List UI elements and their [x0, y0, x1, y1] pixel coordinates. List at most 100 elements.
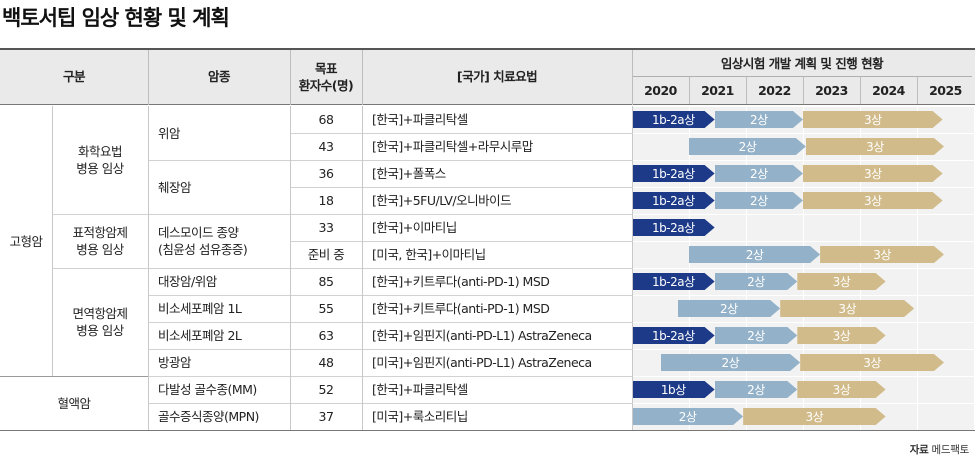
cancer-label: 비소세포폐암 2L	[158, 328, 242, 343]
year-divider	[803, 77, 804, 104]
phase-bar: 3상	[803, 192, 943, 209]
target-count: 37	[318, 409, 334, 424]
gantt-grid-cell	[918, 269, 974, 295]
therapy-label: [미국]+룩소리티닙	[372, 409, 468, 424]
year-divider	[746, 77, 747, 104]
phase-bar: 2상	[632, 408, 743, 425]
therapy-label: [한국]+파클리탁셀	[372, 112, 468, 127]
phase-bar: 3상	[797, 273, 885, 290]
page-title: 백토서팁 임상 현황 및 계획	[2, 6, 230, 30]
therapy-label: [미국]+임핀지(anti-PD-L1) AstraZeneca	[372, 355, 592, 370]
phase-bar: 1b-2a상	[632, 327, 715, 344]
cancer-label: 비소세포폐암 1L	[158, 301, 242, 316]
body-col-divider	[290, 106, 291, 430]
phase-bar: 2상	[715, 165, 803, 182]
header-col-divider	[148, 50, 149, 105]
cancer-divider	[148, 214, 290, 215]
header-col-divider	[290, 50, 291, 105]
gantt-grid-cell	[804, 215, 860, 241]
header-year: 2025	[929, 83, 962, 98]
phase-bar: 3상	[803, 111, 943, 128]
cancer-divider	[148, 295, 290, 296]
subgroup-divider	[52, 268, 148, 269]
target-count: 48	[318, 355, 334, 370]
header-plan-divider	[632, 76, 972, 77]
phase-bar: 2상	[689, 138, 806, 155]
subgroup-label: 표적항암제 병용 임상	[72, 225, 128, 257]
gantt-grid-cell	[633, 134, 689, 160]
cancer-divider	[148, 349, 290, 350]
therapy-label: [미국, 한국]+이마티닙	[372, 247, 486, 262]
gantt-grid-cell	[918, 377, 974, 403]
cancer-label: 췌장암	[158, 179, 192, 195]
row-divider	[290, 160, 632, 161]
phase-bar: 3상	[797, 327, 885, 344]
row-divider	[290, 187, 632, 188]
therapy-label: [한국]+폴폭스	[372, 166, 446, 181]
phase-bar: 3상	[803, 165, 943, 182]
gantt-grid-cell	[918, 215, 974, 241]
source-value: 메드팩토	[931, 444, 970, 456]
header-col-divider	[362, 50, 363, 105]
body-col-divider	[52, 106, 53, 376]
row-divider	[290, 403, 632, 404]
row-divider	[290, 295, 632, 296]
cancer-label: 방광암	[158, 355, 192, 370]
therapy-label: [한국]+5FU/LV/오니바이드	[372, 193, 512, 208]
therapy-label: [한국]+임핀지(anti-PD-L1) AstraZeneca	[372, 328, 592, 343]
gantt-grid-cell	[861, 215, 917, 241]
phase-bar: 2상	[715, 381, 798, 398]
phase-bar: 3상	[780, 300, 914, 317]
header-col-divider	[632, 50, 633, 105]
therapy-label: [한국]+키트루다(anti-PD-1) MSD	[372, 301, 550, 316]
phase-bar: 2상	[715, 192, 803, 209]
cancer-divider	[148, 403, 290, 404]
therapy-label: [한국]+이마티닙	[372, 220, 457, 235]
phase-bar: 2상	[661, 354, 801, 371]
target-count: 준비 중	[307, 247, 345, 262]
table-bottom-rule	[0, 430, 975, 431]
phase-bar: 1b-2a상	[632, 219, 715, 236]
cancer-label: 다발성 골수종(MM)	[158, 382, 257, 397]
gantt-grid-cell	[918, 323, 974, 349]
year-divider	[689, 77, 690, 104]
subgroup-label: 화학요법 병용 임상	[76, 144, 124, 176]
phase-bar: 2상	[715, 327, 798, 344]
row-divider	[290, 241, 632, 242]
phase-bar: 1b상	[632, 381, 715, 398]
phase-bar: 1b-2a상	[632, 111, 715, 128]
cancer-divider	[148, 268, 290, 269]
header-therapy: [국가] 치료요법	[456, 69, 538, 84]
group-label: 고형암	[9, 233, 43, 249]
phase-bar: 1b-2a상	[632, 192, 715, 209]
cancer-divider	[148, 160, 290, 161]
header-plan: 임상시험 개발 계획 및 진행 현황	[720, 55, 884, 71]
target-count: 68	[318, 112, 334, 127]
target-count: 85	[318, 274, 334, 289]
target-count: 55	[318, 301, 334, 316]
row-divider	[290, 214, 632, 215]
subgroup-label: 면역항암제 병용 임상	[72, 306, 128, 338]
body-col-divider	[362, 106, 363, 430]
header-category: 구분	[62, 69, 86, 84]
therapy-label: [한국]+키트루다(anti-PD-1) MSD	[372, 274, 550, 289]
row-divider	[290, 322, 632, 323]
gantt-grid-cell	[918, 296, 974, 322]
row-divider	[290, 268, 632, 269]
target-count: 63	[318, 328, 334, 343]
target-count: 43	[318, 139, 334, 154]
cancer-label: 골수증식종양(MPN)	[158, 409, 259, 424]
target-count: 36	[318, 166, 334, 181]
body-col-divider	[148, 106, 149, 430]
year-divider	[917, 77, 918, 104]
therapy-label: [한국]+파클리탁셀	[372, 382, 468, 397]
source-label: 자료	[909, 444, 929, 456]
cancer-divider	[148, 376, 290, 377]
target-count: 33	[318, 220, 334, 235]
header-year: 2022	[758, 83, 791, 98]
phase-bar: 3상	[800, 354, 944, 371]
header-year: 2021	[701, 83, 734, 98]
source-note: 자료 메드팩토	[909, 442, 970, 457]
phase-bar: 3상	[806, 138, 944, 155]
gantt-grid-cell	[633, 242, 689, 268]
